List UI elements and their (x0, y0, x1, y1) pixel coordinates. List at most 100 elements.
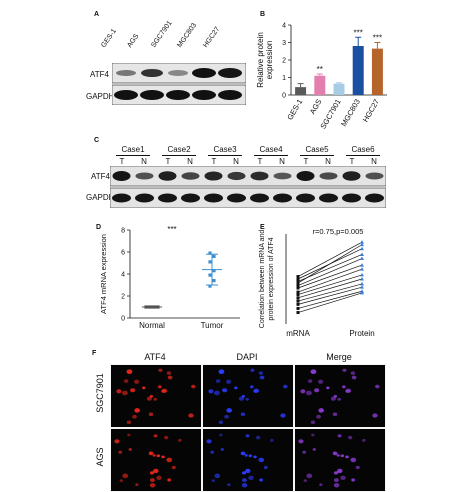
nucleus (213, 390, 220, 396)
nucleus (340, 475, 346, 481)
nucleus (256, 435, 261, 440)
nucleus (330, 396, 336, 401)
nucleus (153, 434, 158, 438)
panel-b-label: B (260, 11, 266, 18)
nucleus (240, 412, 246, 417)
nucleus (258, 457, 265, 463)
nucleus (300, 389, 306, 394)
band-gapdh (296, 193, 315, 203)
normal-lane-label: N (233, 157, 239, 166)
y-tick-label: 0 (121, 316, 125, 323)
nucleus (340, 454, 345, 458)
mrna-point (296, 281, 300, 285)
nucleus (188, 413, 194, 418)
nucleus (248, 454, 253, 458)
nucleus (126, 420, 132, 425)
band-gapdh (204, 193, 223, 203)
nucleus (114, 439, 120, 444)
nucleus (226, 379, 232, 384)
normal-lane-label: N (141, 157, 147, 166)
tumor-lane-label: T (211, 157, 217, 166)
y-tick-label: 4 (282, 23, 286, 30)
nucleus (122, 473, 129, 479)
nucleus (240, 451, 246, 456)
nucleus (126, 369, 133, 375)
panel-c-case-header: Case1 T N Case2 T N Case3 T N Case4 T N Case5 T N Case6… (110, 145, 386, 171)
pair-line (297, 258, 363, 286)
blot-row-gapdh (110, 187, 386, 208)
significance-mark: ** (317, 65, 323, 74)
nucleus (245, 468, 251, 474)
x-tick-label: GES-1 (285, 98, 304, 122)
nucleus (142, 386, 146, 390)
nucleus (134, 379, 140, 384)
bar (295, 87, 307, 95)
nucleus (269, 438, 274, 442)
significance-mark: *** (354, 28, 363, 37)
data-point (208, 284, 212, 288)
band-gapdh (342, 193, 361, 203)
protein-point (360, 285, 364, 289)
nucleus (132, 414, 137, 419)
mrna-point (296, 293, 300, 297)
nucleus (130, 388, 136, 393)
band-atf4 (135, 172, 154, 180)
mrna-point (296, 286, 300, 290)
protein-point (360, 281, 364, 286)
nucleus (316, 414, 321, 419)
case-underline (208, 155, 242, 156)
data-point (212, 269, 216, 273)
nucleus (220, 448, 224, 451)
if-image-ags-atf4 (110, 428, 202, 492)
protein-point (360, 290, 364, 295)
band-gapdh (158, 193, 177, 203)
y-tick-label: 6 (121, 250, 125, 257)
nucleus (355, 465, 360, 470)
bar-chart-relative-protein: 0 1 2 3 4 Relative protein expression GES-1 ** AG… (256, 23, 387, 131)
tumor-lane-label: T (257, 157, 263, 166)
nucleus (153, 397, 157, 401)
nucleus (319, 483, 323, 486)
nucleus (119, 479, 124, 482)
band-atf4 (227, 171, 246, 181)
x-tick-label: Normal (139, 321, 165, 330)
nucleus (250, 368, 255, 372)
nucleus (244, 454, 248, 457)
nucleus (326, 386, 330, 390)
nucleus (241, 482, 248, 488)
nucleus (333, 471, 339, 475)
pair-line (297, 268, 363, 293)
nucleus (222, 388, 228, 393)
panel-d-label: D (96, 224, 102, 231)
nucleus (342, 385, 346, 389)
nucleus (241, 478, 247, 483)
band-atf4 (273, 172, 292, 180)
blot-c-row-label-atf4: ATF4 (91, 172, 110, 181)
nucleus (118, 450, 123, 454)
nucleus (318, 379, 324, 384)
nucleus (245, 397, 249, 401)
lane-label: MGC803 (176, 22, 199, 49)
nucleus (332, 412, 338, 417)
nucleus (337, 434, 342, 438)
case-label: Case4 (259, 145, 283, 154)
nucleus (134, 408, 140, 413)
normal-lane-label: N (187, 157, 193, 166)
normal-lane-label: N (371, 157, 377, 166)
nucleus (332, 451, 338, 456)
if-image-ags-merge (294, 428, 386, 492)
band-gapdh (273, 193, 292, 203)
nucleus (127, 433, 131, 437)
data-point (212, 279, 216, 283)
pair-line (297, 274, 363, 295)
nucleus (135, 483, 139, 486)
protein-point (360, 256, 364, 261)
if-image-sgc7901-atf4 (110, 364, 202, 428)
panel-a-label: A (94, 11, 100, 18)
nucleus (191, 384, 196, 389)
nucleus (166, 457, 173, 463)
nucleus (241, 471, 247, 475)
blot-c-image (110, 166, 386, 208)
significance-annotation: *** (167, 225, 176, 234)
nucleus (305, 390, 312, 396)
